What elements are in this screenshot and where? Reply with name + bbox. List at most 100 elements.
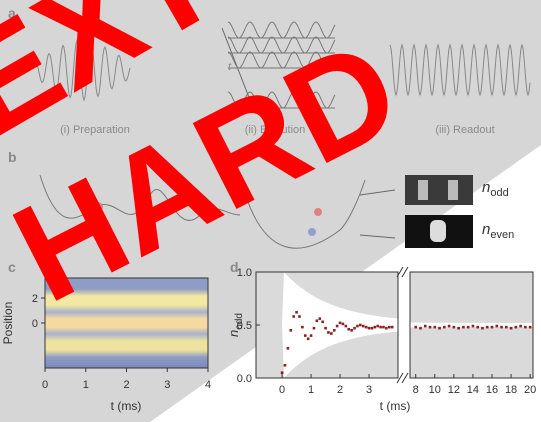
image-odd [405,175,473,205]
panel-d: d nodd t (ms) 0 1 2 3 8 10 12 14 16 18 200.00.51.0 [226,259,536,413]
x-axis-label: t (ms) [111,399,142,413]
data-point [330,332,333,335]
y-tick-label: 1.0 [237,267,252,279]
data-point [452,325,456,329]
data-point [283,363,287,367]
x-tick-label: 1 [308,384,314,396]
panel-label: d [230,259,239,275]
data-point [490,325,494,329]
data-point [524,325,527,329]
data-point [341,322,345,326]
data-point [373,325,377,329]
axis-break [401,266,409,278]
data-point [367,326,371,330]
data-point [318,317,322,320]
y-tick-label: 0 [32,318,38,330]
potential [39,174,241,221]
atom [308,228,316,236]
y-axis-label: Position [1,302,15,345]
data-point [361,324,365,328]
data-point [466,325,470,329]
data-point [356,324,359,328]
data-point [301,325,304,329]
output-label: nodd [482,179,509,199]
data-point [353,326,356,330]
data-point [481,326,484,330]
wave [227,51,336,69]
data-point [344,324,348,328]
x-tick-label: 0 [42,379,48,391]
data-point [286,347,290,350]
data-point [476,325,479,329]
data-point [471,324,475,328]
data-point [312,326,316,330]
time-label: t [228,61,232,73]
data-point [324,326,327,330]
caption: (ii) Evolution [245,124,306,136]
data-point [379,325,382,329]
data-point [292,315,295,318]
wave [389,43,531,97]
data-point [376,324,380,328]
x-tick-label: 3 [366,384,372,396]
data-point [414,325,418,329]
x-tick-label: 12 [448,384,460,396]
x-tick-label: 16 [486,384,498,396]
y-axis-label: nodd [226,313,245,337]
data-point [359,323,362,327]
y-tick-label: 2 [32,293,38,305]
axis-break [396,372,404,384]
blob [448,180,458,200]
arrow [359,189,396,196]
panel-a: a t (i) Preparation (ii) Evolution (iii)… [8,5,531,136]
data-point [347,327,351,331]
data-point [370,326,374,330]
data-point [433,325,437,329]
data-point [447,324,451,328]
x-tick-label: 4 [205,379,211,391]
caption: (iii) Readout [435,124,494,136]
x-tick-label: 2 [123,379,129,391]
axes-frame [409,271,534,379]
panel-label: a [8,5,16,21]
x-tick-label: 0 [279,384,285,396]
data-point [485,325,489,329]
data-point [428,325,432,329]
data-point [327,331,330,334]
data-point [514,325,518,329]
data-point [350,329,353,332]
data-point [495,324,499,328]
x-tick-label: 18 [505,384,517,396]
x-tick-label: 3 [164,379,170,391]
data-point [505,325,508,329]
data-point [509,326,513,330]
panel-c: c Position t (ms) 0 1 2 3 4 0 2 [1,259,211,413]
data-point [315,319,319,323]
data-point [528,325,532,329]
envelope [410,322,532,328]
x-tick-label: 20 [524,384,536,396]
data-point [309,334,313,337]
x-tick-label: 2 [337,384,343,396]
panel-label: c [8,259,16,275]
wave [227,91,336,109]
data-point [500,325,503,329]
data-point [280,371,284,374]
atom [314,208,322,216]
wave [34,38,131,102]
data-point [457,326,460,330]
data-point [382,325,385,329]
data-point [388,325,391,329]
panel-b: b nodd neven [8,149,514,249]
envelope [256,272,398,378]
data-point [385,326,388,330]
caption: (i) Preparation [60,124,130,136]
data-point [295,310,298,314]
data-point [335,324,339,328]
data-point [390,325,394,329]
blob [430,220,446,242]
data-point [303,334,307,337]
time-arrow [221,27,251,101]
data-point [289,329,293,332]
